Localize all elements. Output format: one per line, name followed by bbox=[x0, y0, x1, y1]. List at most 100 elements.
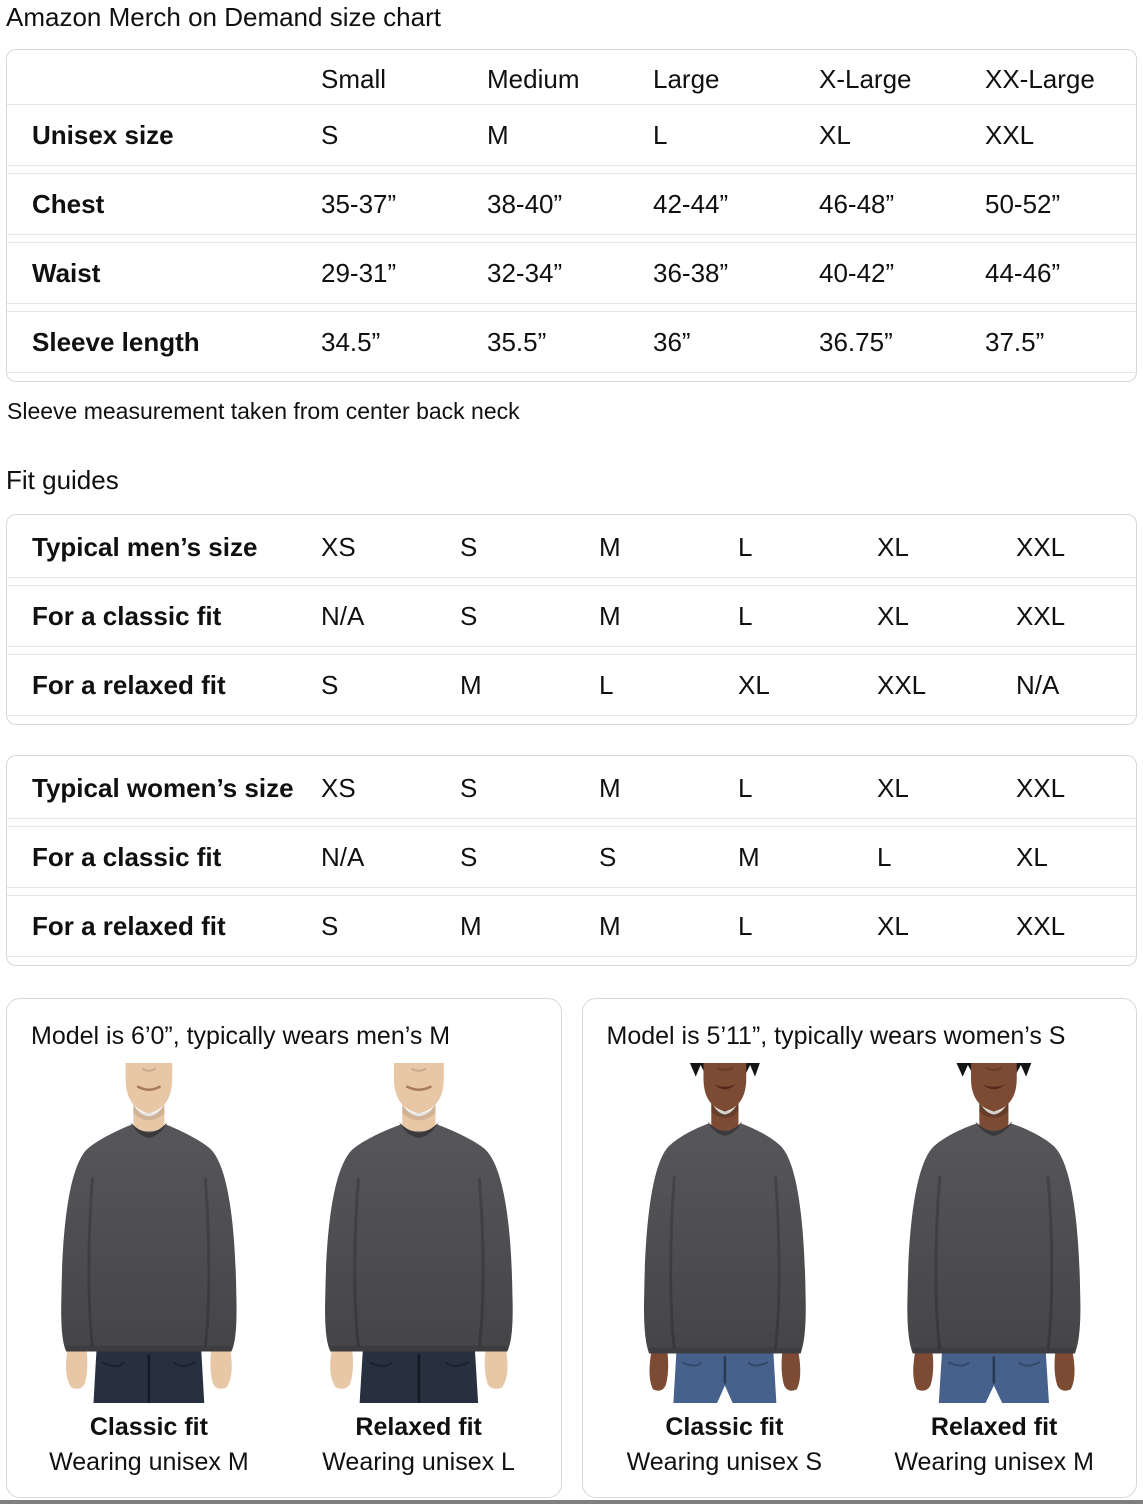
column-header-large: Large bbox=[653, 64, 720, 94]
row-label: Typical women’s size bbox=[32, 773, 294, 803]
model-photo-pair: Classic fit Wearing unisex M Relaxed fit… bbox=[19, 1063, 549, 1477]
womens-model-card: Model is 5’11”, typically wears women’s … bbox=[581, 998, 1137, 1498]
male-figure-illustration bbox=[19, 1063, 279, 1403]
fit-cell: XXL bbox=[1016, 911, 1066, 941]
size-cell: 46-48” bbox=[819, 189, 895, 219]
column-header-medium: Medium bbox=[487, 64, 580, 94]
size-cell: 35.5” bbox=[487, 327, 547, 357]
fit-cell: S bbox=[460, 842, 478, 872]
size-row-chest: Chest 35-37” 38-40” 42-44” 46-48” 50-52” bbox=[7, 173, 1136, 235]
model-card-title: Model is 6’0”, typically wears men’s M bbox=[31, 1022, 451, 1050]
row-label: Typical men’s size bbox=[32, 532, 258, 562]
size-cell: 29-31” bbox=[321, 258, 397, 288]
fit-cell: S bbox=[460, 773, 478, 803]
fit-type-label: Relaxed fit bbox=[930, 1413, 1058, 1441]
size-row-unisex: Unisex size S M L XL XXL bbox=[7, 104, 1136, 166]
fit-row-mens-classic: For a classic fit N/A S M L XL XXL bbox=[7, 585, 1136, 647]
column-header-xxlarge: XX-Large bbox=[985, 64, 1095, 94]
size-cell: 36” bbox=[653, 327, 691, 357]
size-cell: 32-34” bbox=[487, 258, 563, 288]
fit-cell: XL bbox=[877, 773, 909, 803]
size-cell: S bbox=[321, 120, 339, 150]
size-cell: 34.5” bbox=[321, 327, 381, 357]
female-figure-illustration bbox=[595, 1063, 855, 1403]
fit-cell: L bbox=[877, 842, 892, 872]
size-cell: M bbox=[487, 120, 509, 150]
size-row-sleeve: Sleeve length 34.5” 35.5” 36” 36.75” 37.… bbox=[7, 311, 1136, 373]
fit-cell: L bbox=[738, 601, 753, 631]
model-classic: Classic fit Wearing unisex M bbox=[19, 1063, 279, 1477]
header-spacer bbox=[7, 64, 297, 94]
model-relaxed: Relaxed fit Wearing unisex M bbox=[864, 1063, 1124, 1477]
model-cards: Model is 6’0”, typically wears men’s M C… bbox=[6, 998, 1137, 1498]
fit-cell: XL bbox=[877, 911, 909, 941]
bottom-divider bbox=[0, 1500, 1143, 1504]
fit-cell: M bbox=[599, 601, 621, 631]
fit-row-womens-classic: For a classic fit N/A S S M L XL bbox=[7, 826, 1136, 888]
row-label: Waist bbox=[32, 258, 101, 288]
mens-fit-table: Typical men’s size XS S M L XL XXL For a… bbox=[6, 514, 1137, 725]
size-note: Sleeve measurement taken from center bac… bbox=[7, 398, 520, 424]
fit-cell: XL bbox=[1016, 842, 1048, 872]
fit-cell: M bbox=[460, 911, 482, 941]
fit-cell: S bbox=[321, 670, 339, 700]
fit-cell: XXL bbox=[1016, 773, 1066, 803]
size-cell: 36.75” bbox=[819, 327, 893, 357]
model-photo-pair: Classic fit Wearing unisex S Relaxed fit… bbox=[595, 1063, 1125, 1477]
model-photo-relaxed-male bbox=[289, 1063, 549, 1403]
size-row-waist: Waist 29-31” 32-34” 36-38” 40-42” 44-46” bbox=[7, 242, 1136, 304]
wearing-label: Wearing unisex M bbox=[894, 1448, 1094, 1476]
size-chart-header-row: Small Medium Large X-Large XX-Large bbox=[7, 50, 1136, 104]
male-figure-illustration bbox=[289, 1063, 549, 1403]
model-photo-classic-male bbox=[19, 1063, 279, 1403]
size-cell: L bbox=[653, 120, 668, 150]
fit-cell: S bbox=[321, 911, 339, 941]
size-cell: 42-44” bbox=[653, 189, 729, 219]
model-photo-relaxed-female bbox=[864, 1063, 1124, 1403]
fit-type-label: Classic fit bbox=[89, 1413, 208, 1441]
fit-row-typical-mens: Typical men’s size XS S M L XL XXL bbox=[7, 515, 1136, 578]
womens-fit-table: Typical women’s size XS S M L XL XXL For… bbox=[6, 755, 1137, 966]
size-cell: 40-42” bbox=[819, 258, 895, 288]
size-cell: 44-46” bbox=[985, 258, 1061, 288]
row-label: For a relaxed fit bbox=[32, 670, 226, 700]
row-label: For a classic fit bbox=[32, 842, 222, 872]
fit-cell: M bbox=[599, 911, 621, 941]
size-chart-table: Small Medium Large X-Large XX-Large Unis… bbox=[6, 49, 1137, 382]
size-cell: 35-37” bbox=[321, 189, 397, 219]
row-label: Chest bbox=[32, 189, 105, 219]
fit-cell: S bbox=[460, 532, 478, 562]
fit-cell: XL bbox=[877, 601, 909, 631]
model-classic: Classic fit Wearing unisex S bbox=[595, 1063, 855, 1477]
size-cell: 37.5” bbox=[985, 327, 1045, 357]
fit-type-label: Classic fit bbox=[665, 1413, 784, 1441]
fit-cell: XXL bbox=[1016, 532, 1066, 562]
fit-cell: M bbox=[460, 670, 482, 700]
fit-cell: S bbox=[460, 601, 478, 631]
fit-cell: XL bbox=[738, 670, 770, 700]
fit-cell: XXL bbox=[1016, 601, 1066, 631]
fit-cell: L bbox=[599, 670, 614, 700]
model-photo-classic-female bbox=[595, 1063, 855, 1403]
fit-row-mens-relaxed: For a relaxed fit S M L XL XXL N/A bbox=[7, 654, 1136, 716]
row-label: For a relaxed fit bbox=[32, 911, 226, 941]
fit-cell: M bbox=[599, 773, 621, 803]
fit-cell: N/A bbox=[321, 842, 365, 872]
wearing-label: Wearing unisex S bbox=[626, 1448, 823, 1476]
fit-cell: N/A bbox=[1016, 670, 1060, 700]
fit-cell: M bbox=[599, 532, 621, 562]
fit-cell: L bbox=[738, 532, 753, 562]
fit-cell: N/A bbox=[321, 601, 365, 631]
model-relaxed: Relaxed fit Wearing unisex L bbox=[289, 1063, 549, 1477]
page-title: Amazon Merch on Demand size chart bbox=[6, 2, 441, 32]
size-cell: 38-40” bbox=[487, 189, 563, 219]
fit-row-womens-relaxed: For a relaxed fit S M M L XL XXL bbox=[7, 895, 1136, 957]
fit-type-label: Relaxed fit bbox=[355, 1413, 482, 1441]
fit-cell: XS bbox=[321, 532, 356, 562]
mens-model-card: Model is 6’0”, typically wears men’s M C… bbox=[6, 998, 562, 1498]
fit-cell: S bbox=[599, 842, 617, 872]
size-cell: 50-52” bbox=[985, 189, 1061, 219]
model-card-title: Model is 5’11”, typically wears women’s … bbox=[606, 1022, 1066, 1050]
size-cell: XXL bbox=[985, 120, 1035, 150]
